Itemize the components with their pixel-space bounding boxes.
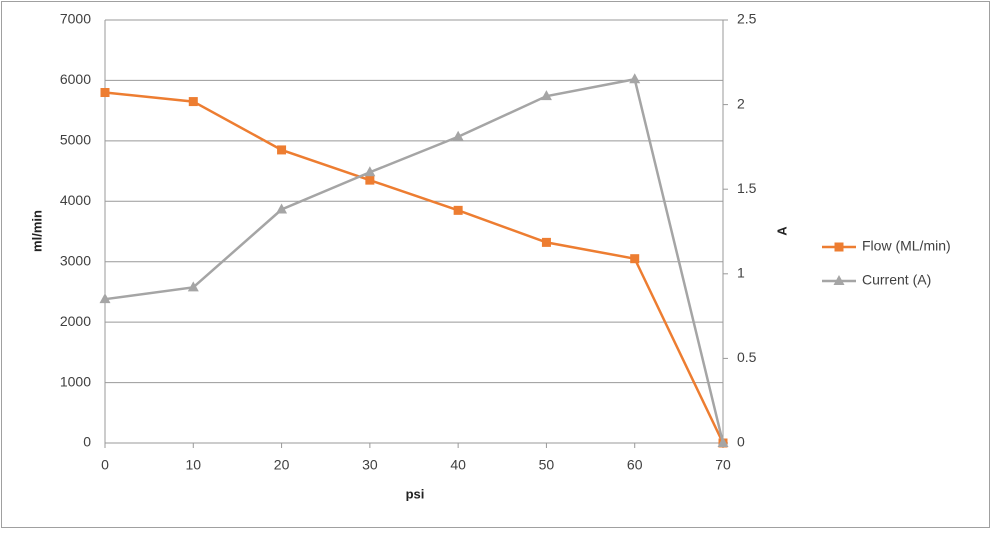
y-tick-label: 7000 xyxy=(60,11,91,27)
marker xyxy=(717,437,729,447)
marker xyxy=(541,237,551,247)
series-line xyxy=(104,77,725,444)
y2-tick-label: 0.5 xyxy=(737,349,757,365)
y-tick-label: 4000 xyxy=(60,192,91,208)
x-axis-title: psi xyxy=(406,486,425,501)
y-tick-label: 1000 xyxy=(60,373,91,389)
y2-tick-label: 0 xyxy=(737,434,745,450)
legend-marker xyxy=(833,275,845,285)
y-tick-label: 0 xyxy=(83,434,91,450)
legend-label: Current (A) xyxy=(862,272,931,288)
x-tick-label: 50 xyxy=(539,457,555,473)
marker xyxy=(187,281,199,292)
x-tick-label: 20 xyxy=(274,457,290,473)
y-tick-label: 3000 xyxy=(60,252,91,268)
x-tick-label: 30 xyxy=(362,457,378,473)
x-tick-label: 40 xyxy=(450,457,466,473)
marker xyxy=(629,73,641,84)
series-line xyxy=(104,91,725,444)
y2-tick-label: 1.5 xyxy=(737,180,757,196)
marker xyxy=(276,203,288,214)
y-tick-label: 5000 xyxy=(60,132,91,148)
y2-tick-label: 2 xyxy=(737,95,745,111)
x-tick-label: 10 xyxy=(185,457,201,473)
legend-label: Flow (ML/min) xyxy=(862,238,951,254)
y2-tick-label: 2.5 xyxy=(737,11,757,27)
x-tick-label: 60 xyxy=(627,457,643,473)
y-tick-label: 2000 xyxy=(60,313,91,329)
marker xyxy=(453,205,463,215)
y-axis-title: ml/min xyxy=(29,210,44,252)
x-tick-label: 70 xyxy=(715,457,731,473)
marker xyxy=(100,88,110,98)
y2-tick-label: 1 xyxy=(737,265,745,281)
y-tick-label: 6000 xyxy=(60,71,91,87)
legend-marker xyxy=(834,242,844,252)
chart-border xyxy=(1,1,990,528)
marker xyxy=(365,175,375,185)
marker xyxy=(364,166,376,177)
y2-axis-title: A xyxy=(774,226,789,236)
marker xyxy=(630,254,640,264)
marker xyxy=(99,293,111,304)
marker xyxy=(188,97,198,107)
marker xyxy=(277,145,287,155)
x-tick-label: 0 xyxy=(101,457,109,473)
marker xyxy=(540,90,552,101)
marker xyxy=(452,130,464,141)
